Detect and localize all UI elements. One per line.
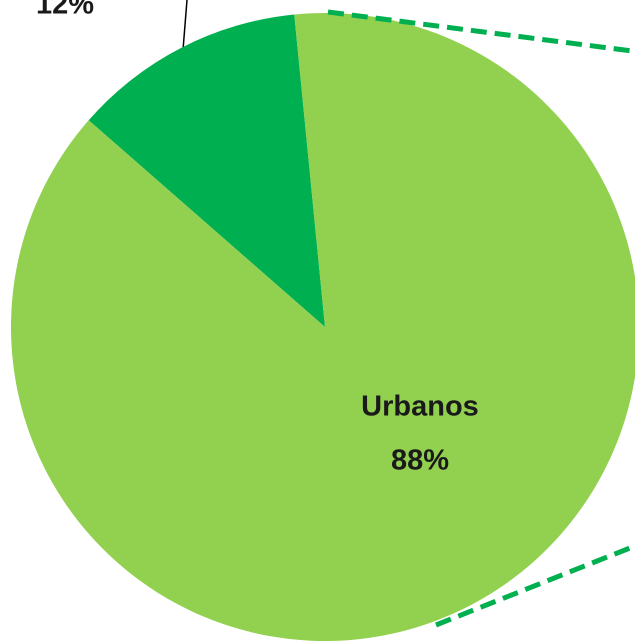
leader-line: [182, 0, 188, 51]
value-label: 12%: [36, 0, 94, 21]
pie-slice: [11, 13, 635, 641]
connector-line: [327, 9, 635, 54]
value-label: 88%: [391, 445, 449, 477]
slices: [11, 13, 635, 641]
category-label: Urbanos: [361, 391, 479, 423]
connector-line: [435, 543, 635, 628]
pie-slice: [88, 14, 326, 327]
